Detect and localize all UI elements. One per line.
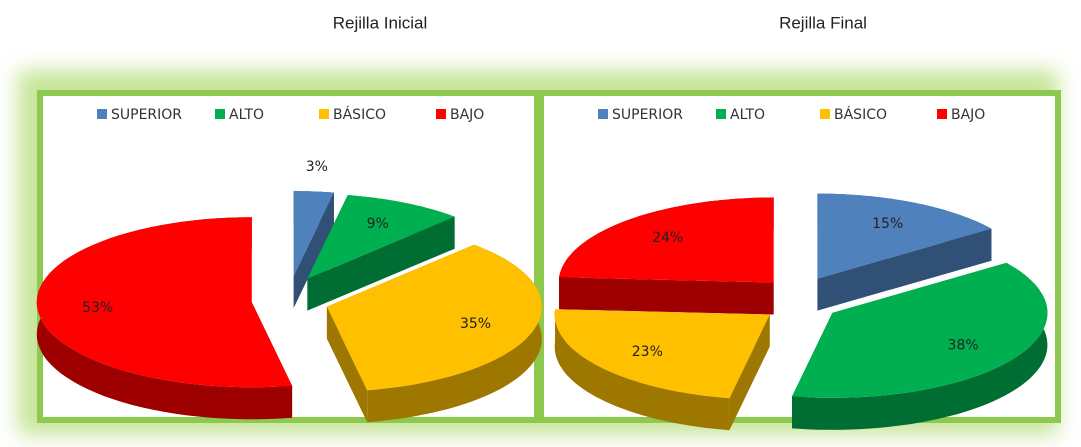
legend-swatch [820,109,830,119]
legend-label: ALTO [730,107,765,123]
slice [554,309,770,431]
legend-label: ALTO [229,107,264,123]
legend-swatch [716,109,726,119]
slice [36,217,293,420]
slice-rim [367,244,542,423]
slice-wall [559,277,774,315]
data-label: 38% [948,338,979,354]
chart-title: Rejilla Final [779,13,867,32]
legend-label: BAJO [450,107,484,123]
data-label: 3% [306,159,328,175]
legend-label: BAJO [951,107,985,123]
slice [326,244,542,423]
legend-swatch [598,109,608,119]
legend-label: BÁSICO [834,106,887,123]
legend-label: BÁSICO [333,106,386,123]
slice-rim [554,309,730,431]
legend-swatch [215,109,225,119]
data-label: 53% [82,300,113,316]
chart-title: Rejilla Inicial [333,13,427,32]
slice [792,262,1048,430]
data-label: 9% [367,216,389,232]
data-label: 15% [872,216,903,232]
slice-wall [307,216,455,311]
slice-top [36,217,293,388]
slice-top [307,195,455,279]
slice [307,195,455,311]
slice-top [326,244,542,391]
slice-top [554,309,770,399]
legend-swatch [97,109,107,119]
slice-top [293,191,334,277]
slice [559,197,774,315]
legend-swatch [436,109,446,119]
legend-label: SUPERIOR [111,107,182,123]
data-label: 24% [652,230,683,246]
slice [817,193,992,311]
slice-top [559,197,774,283]
legend-swatch [937,109,947,119]
slice-wall [817,228,992,311]
legend-label: SUPERIOR [612,107,683,123]
slice-top [792,262,1048,398]
data-label: 23% [632,344,663,360]
slice-top [817,193,992,279]
slice-wall [326,306,368,423]
legend-swatch [319,109,329,119]
slice [293,191,334,309]
data-label: 35% [460,316,491,332]
slice-rim [792,262,1048,430]
